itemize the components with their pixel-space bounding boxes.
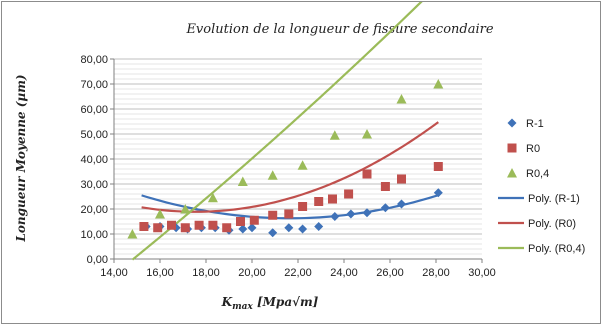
x-axis-title-units: [Mpa√m] xyxy=(253,295,319,309)
data-point-r0 xyxy=(397,174,406,184)
data-point-r-1 xyxy=(284,223,294,233)
data-point-r0 xyxy=(344,189,354,199)
legend-label: Poly. (R0) xyxy=(528,218,576,230)
data-point-r0 xyxy=(433,162,443,171)
y-tick-label: 20,00 xyxy=(80,204,108,216)
x-tick-label: 30,00 xyxy=(468,267,496,279)
y-tick-label: 70,00 xyxy=(80,79,108,91)
data-point-r-1 xyxy=(362,208,372,218)
data-point-r-1 xyxy=(268,228,278,238)
data-point-r-1 xyxy=(330,212,340,221)
x-tick-label: 22,00 xyxy=(284,267,312,279)
data-point-r0 xyxy=(268,210,278,220)
data-point-r-1 xyxy=(346,209,356,219)
legend-marker-r0 xyxy=(507,143,517,153)
x-tick-label: 24,00 xyxy=(330,267,358,279)
x-tick-label: 18,00 xyxy=(192,267,220,279)
x-tick-label: 16,00 xyxy=(146,267,174,279)
legend-label: Poly. (R-1) xyxy=(528,193,580,205)
data-point-r0-4 xyxy=(329,130,340,140)
data-point-r0 xyxy=(362,169,372,179)
data-point-r0 xyxy=(298,202,308,211)
legend-label: R0,4 xyxy=(526,168,549,180)
data-point-r-1 xyxy=(314,222,324,231)
data-point-r0-4 xyxy=(362,129,372,139)
legend: R-1 R0 R0,4 Poly. (R-1) Poly. (R0) Poly. (R0,… xyxy=(498,118,585,255)
legend-label: R-1 xyxy=(526,118,544,130)
data-point-r0 xyxy=(236,217,245,226)
data-point-r0-4 xyxy=(237,176,248,186)
x-tick-label: 26,00 xyxy=(376,267,404,279)
data-point-r0 xyxy=(222,223,232,233)
y-tick-label: 10,00 xyxy=(80,229,108,241)
data-point-r-1 xyxy=(397,199,406,209)
legend-label: R0 xyxy=(526,143,540,155)
x-tick-label: 20,00 xyxy=(238,267,266,279)
data-point-r0-4 xyxy=(396,94,407,104)
data-point-r0 xyxy=(314,197,324,206)
y-axis-title: Longueur Moyenne (µm) xyxy=(14,74,28,242)
data-point-r0-4 xyxy=(180,204,191,214)
legend-label: Poly. (R0,4) xyxy=(528,243,585,255)
y-tick-label: 50,00 xyxy=(80,129,108,141)
data-point-r0 xyxy=(328,194,337,204)
data-point-r0 xyxy=(194,220,204,230)
legend-marker-r-1 xyxy=(507,118,517,128)
trendline-poly-r0-4- xyxy=(131,2,423,261)
data-point-r-1 xyxy=(380,203,390,213)
data-point-r-1 xyxy=(238,224,248,234)
x-axis-title: Kmax [Mpa√m] xyxy=(221,295,319,312)
legend-marker-r0-4 xyxy=(507,168,517,178)
x-tick-label: 14,00 xyxy=(100,267,128,279)
data-point-r0 xyxy=(139,222,149,231)
y-tick-label: 30,00 xyxy=(80,179,108,191)
trendline-poly-r0- xyxy=(141,121,439,213)
y-tick-label: 0,00 xyxy=(87,254,108,266)
y-tick-label: 60,00 xyxy=(80,104,108,116)
data-point-r-1 xyxy=(247,223,257,233)
y-tick-label: 40,00 xyxy=(80,154,108,166)
x-axis-title-main: K xyxy=(221,295,233,309)
x-axis-title-subscript: max xyxy=(232,302,253,312)
trendlines xyxy=(131,2,439,261)
data-point-r0-4 xyxy=(155,209,165,219)
data-point-r0 xyxy=(284,209,294,219)
x-tick-label: 28,00 xyxy=(422,267,450,279)
data-point-r0 xyxy=(249,215,259,225)
data-point-r0 xyxy=(167,220,176,230)
data-point-r0 xyxy=(153,223,163,233)
data-point-r0 xyxy=(380,182,390,191)
data-point-r0-4 xyxy=(127,229,138,239)
axes: 0,00 10,00 20,00 30,00 40,00 50,00 60,00 70,00 8… xyxy=(80,54,495,279)
data-point-r0 xyxy=(180,223,190,233)
data-points xyxy=(127,79,444,239)
data-point-r0-4 xyxy=(433,79,444,89)
data-point-r0-4 xyxy=(207,192,218,203)
data-point-r0-4 xyxy=(297,160,308,170)
data-point-r-1 xyxy=(433,188,443,198)
chart-title: Evolution de la longueur de fissure seco… xyxy=(185,22,493,37)
data-point-r-1 xyxy=(298,224,308,234)
data-point-r0 xyxy=(208,220,218,230)
y-tick-label: 80,00 xyxy=(80,54,108,66)
data-point-r0-4 xyxy=(267,170,278,180)
